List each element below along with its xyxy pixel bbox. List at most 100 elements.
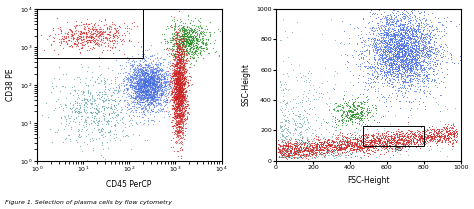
Point bbox=[434, 63, 441, 66]
Point bbox=[360, 114, 367, 117]
Point bbox=[71, 99, 78, 103]
Point bbox=[189, 28, 196, 32]
Point bbox=[181, 76, 188, 79]
Point bbox=[300, 95, 307, 98]
Point bbox=[137, 83, 144, 86]
Point bbox=[169, 56, 176, 59]
Point bbox=[140, 76, 148, 80]
Point bbox=[162, 74, 169, 78]
Point bbox=[411, 57, 419, 60]
Point bbox=[296, 121, 303, 124]
Point bbox=[123, 77, 131, 80]
Point bbox=[450, 130, 457, 134]
Point bbox=[62, 36, 70, 39]
Point bbox=[402, 40, 410, 43]
Point bbox=[183, 41, 191, 44]
Point bbox=[93, 113, 100, 116]
Point bbox=[409, 18, 417, 22]
Point bbox=[155, 74, 163, 77]
Point bbox=[399, 25, 406, 28]
Point bbox=[175, 112, 183, 115]
Point bbox=[291, 142, 299, 145]
Point bbox=[138, 78, 146, 81]
Point bbox=[365, 108, 373, 112]
Point bbox=[83, 98, 91, 101]
Point bbox=[435, 135, 442, 138]
Point bbox=[176, 53, 184, 56]
Point bbox=[177, 80, 184, 83]
Point bbox=[341, 136, 348, 139]
Point bbox=[401, 44, 408, 47]
Point bbox=[339, 139, 347, 143]
Point bbox=[416, 31, 423, 34]
Point bbox=[171, 91, 179, 94]
Point bbox=[338, 151, 346, 155]
Point bbox=[400, 66, 408, 70]
Point bbox=[171, 114, 179, 117]
Point bbox=[319, 136, 327, 140]
Point bbox=[133, 63, 141, 66]
Point bbox=[176, 71, 184, 74]
Point bbox=[344, 153, 352, 156]
Point bbox=[48, 82, 56, 85]
Point bbox=[137, 73, 144, 76]
Point bbox=[104, 120, 112, 123]
Point bbox=[375, 134, 383, 138]
Point bbox=[126, 78, 134, 82]
Point bbox=[181, 102, 188, 105]
Point bbox=[417, 68, 424, 71]
Point bbox=[438, 47, 446, 50]
Point bbox=[419, 51, 427, 55]
Point bbox=[415, 23, 423, 26]
Point bbox=[195, 42, 202, 46]
Point bbox=[374, 142, 381, 145]
Point bbox=[170, 26, 178, 30]
Point bbox=[276, 79, 284, 83]
Point bbox=[192, 34, 200, 38]
Point bbox=[110, 137, 118, 140]
Point bbox=[410, 28, 418, 32]
Point bbox=[398, 67, 405, 70]
Point bbox=[179, 74, 187, 77]
Point bbox=[314, 115, 322, 119]
Point bbox=[332, 155, 339, 159]
Point bbox=[129, 88, 137, 92]
Point bbox=[146, 90, 154, 93]
Point bbox=[400, 45, 408, 48]
Point bbox=[369, 48, 377, 52]
Point bbox=[144, 82, 152, 85]
Point bbox=[305, 149, 313, 152]
Point bbox=[395, 55, 403, 59]
Point bbox=[323, 139, 330, 142]
Point bbox=[388, 142, 395, 145]
Point bbox=[319, 93, 327, 96]
Point bbox=[153, 87, 161, 90]
Point bbox=[359, 142, 366, 145]
Point bbox=[279, 88, 287, 92]
Point bbox=[175, 92, 183, 95]
Point bbox=[378, 54, 386, 57]
Point bbox=[201, 47, 208, 50]
Point bbox=[410, 57, 417, 61]
Point bbox=[366, 116, 374, 119]
Point bbox=[173, 95, 180, 98]
Point bbox=[177, 94, 185, 98]
Point bbox=[360, 149, 367, 152]
Point bbox=[137, 80, 145, 84]
Point bbox=[177, 56, 184, 59]
Point bbox=[178, 96, 186, 99]
Point bbox=[140, 83, 148, 86]
Point bbox=[412, 141, 419, 144]
Point bbox=[141, 106, 149, 109]
Point bbox=[384, 13, 392, 16]
Point bbox=[183, 30, 191, 34]
Point bbox=[114, 89, 122, 92]
Point bbox=[390, 74, 397, 78]
Point bbox=[152, 103, 159, 107]
Point bbox=[389, 85, 397, 88]
Point bbox=[174, 80, 182, 84]
Point bbox=[75, 110, 83, 113]
Point bbox=[180, 29, 187, 32]
Point bbox=[150, 92, 158, 95]
Point bbox=[137, 93, 145, 96]
